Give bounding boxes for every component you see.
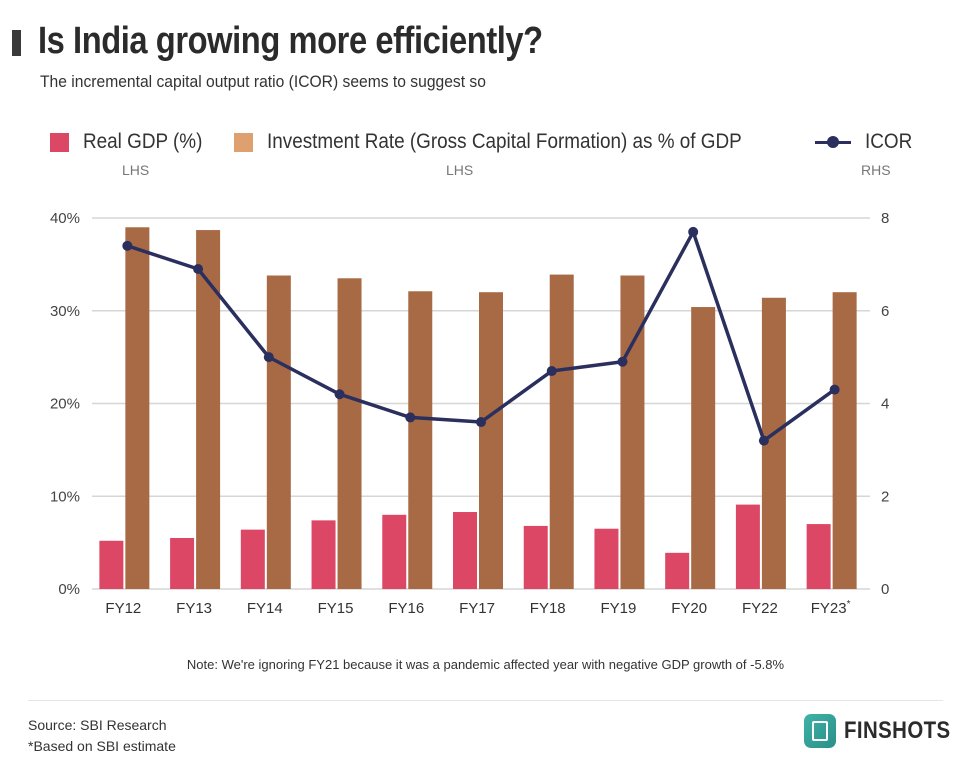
bar-investment [832,292,857,589]
bar-investment [337,278,362,589]
bar-gdp [311,520,336,589]
legend-side-gdp: LHS [122,162,150,178]
icor-point [617,356,628,367]
finshots-bookmark-icon [804,714,836,748]
icor-point [263,352,274,363]
icor-point [193,264,204,275]
icor-point [546,366,557,377]
bar-gdp [806,524,831,589]
legend-item-investment: Investment Rate (Gross Capital Formation… [234,130,795,154]
legend-label-gdp: Real GDP (%) [83,130,203,153]
brand-logo: FINSHOTS [804,714,969,748]
legend-line-icor [815,131,851,153]
bar-gdp [382,514,407,589]
y-left-tick-label: 10% [50,488,80,505]
bar-gdp [523,525,548,589]
footer-divider [28,700,943,701]
icor-point [122,240,133,251]
icor-line-layer [122,226,840,446]
x-tick-label: FY14 [247,600,283,617]
icor-point [405,412,416,423]
y-left-tick-label: 30% [50,303,80,320]
x-tick-label: FY18 [530,600,566,617]
y-left-tick-label: 40% [50,210,80,227]
x-tick-label: FY13 [176,600,212,617]
legend-label-icor: ICOR [865,130,913,153]
x-tick-label: FY16 [388,600,424,617]
bars [99,227,857,589]
legend-item-gdp: Real GDP (%) [50,130,216,154]
icor-point [334,389,345,400]
icor-point [688,226,699,237]
y-left-tick-label: 20% [50,396,80,413]
legend-side-icor: RHS [861,162,891,178]
legend-swatch-investment [234,132,253,152]
bar-investment [125,227,150,589]
axis-labels: 0% 10% 20% 30% 40% 0 2 4 6 8 FY12 FY13 FY14 FY15 FY16 F… [50,210,889,617]
bar-investment [620,275,645,589]
bar-gdp [240,529,265,589]
bar-gdp [665,552,690,589]
bar-gdp [453,512,477,589]
x-tick-label: FY19 [601,600,637,617]
y-right-tick-label: 8 [881,210,889,227]
bar-investment [549,274,574,589]
brand-name: FINSHOTS [844,717,951,744]
legend-swatch-gdp [50,132,69,152]
legend-label-investment: Investment Rate (Gross Capital Formation… [267,130,742,153]
y-right-tick-label: 2 [881,488,889,505]
x-tick-label: FY22 [742,600,778,617]
source-text: Source: SBI Research [28,717,167,733]
chart-note: Note: We're ignoring FY21 because it was… [186,657,785,672]
y-right-tick-label: 0 [881,581,889,598]
chart-canvas: 0% 10% 20% 30% 40% 0 2 4 6 8 FY12 FY13 FY14 FY15 FY16 F… [50,210,889,617]
x-tick-label: FY17 [459,600,495,617]
bar-gdp [170,537,195,589]
bar-gdp [735,504,760,589]
footnote-text: *Based on SBI estimate [28,738,176,754]
bar-gdp [99,540,124,589]
y-right-tick-label: 4 [881,396,889,413]
bar-investment [266,275,291,589]
x-tick-label: FY15 [318,600,354,617]
y-left-tick-label: 0% [58,581,80,598]
page-subtitle: The incremental capital output ratio (IC… [40,72,486,91]
bar-investment [479,292,503,589]
page-title: Is India growing more efficiently? [38,20,543,62]
bar-investment [408,291,433,589]
icor-point [829,384,840,395]
icor-point [476,417,486,428]
x-tick-label: FY20 [671,600,707,617]
legend-side-investment: LHS [446,162,474,178]
bar-investment [691,307,716,589]
title-accent-bar [12,30,21,56]
bar-gdp [594,528,619,589]
y-right-tick-label: 6 [881,303,889,320]
icor-point [758,435,769,446]
x-tick-label: FY23* [811,599,851,617]
legend-item-icor: ICOR [815,130,918,154]
x-tick-label: FY12 [105,600,141,617]
